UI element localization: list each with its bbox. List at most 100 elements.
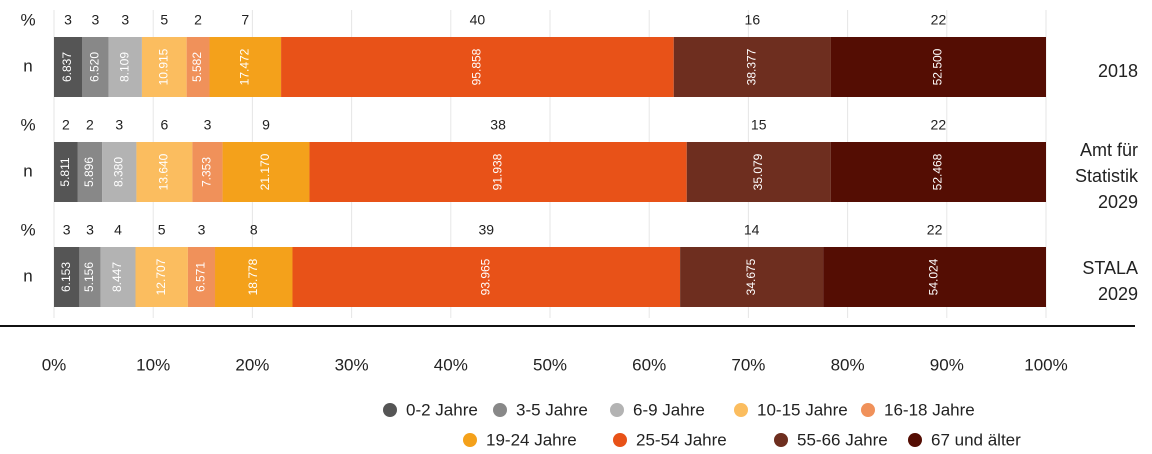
percent-label: 2	[62, 117, 70, 133]
category-label: 2018	[1097, 61, 1138, 81]
bar-segment	[680, 247, 824, 307]
percent-label: 2	[86, 117, 94, 133]
value-label: 5.582	[190, 52, 204, 82]
legend-marker	[493, 403, 507, 417]
bar-segment	[54, 37, 83, 97]
value-label: 6.153	[59, 262, 73, 292]
x-tick-label: 60%	[632, 355, 666, 374]
legend-marker	[774, 433, 788, 447]
percent-label: 2	[194, 12, 202, 28]
row-label: n	[23, 56, 32, 75]
x-tick-label: 30%	[335, 355, 369, 374]
legend-marker	[383, 403, 397, 417]
category-label: STALA 2029	[1082, 258, 1138, 304]
value-label: 5.811	[58, 157, 72, 186]
legend-label: 10-15 Jahre	[757, 400, 848, 419]
bar-segment	[281, 37, 674, 97]
legend-label: 16-18 Jahre	[884, 400, 975, 419]
row-label: %	[20, 220, 35, 239]
bar-segment	[686, 142, 831, 202]
value-label: 91.938	[490, 153, 504, 190]
percent-label: 22	[931, 117, 947, 133]
bar-segment	[186, 37, 210, 97]
value-label: 6.520	[88, 52, 102, 82]
bar-segment	[102, 142, 137, 202]
value-label: 93.965	[478, 258, 492, 295]
percent-label: 40	[470, 12, 486, 28]
legend-label: 0-2 Jahre	[406, 400, 478, 419]
bar-segment	[309, 142, 687, 202]
category-label: Amt für Statistik 2029	[1074, 140, 1138, 212]
percent-label: 14	[744, 222, 760, 238]
row-label: n	[23, 266, 32, 285]
percent-label: 3	[64, 12, 72, 28]
x-tick-label: 10%	[136, 355, 170, 374]
percent-label: 22	[927, 222, 943, 238]
value-label: 7.353	[200, 157, 214, 187]
bar-segment	[54, 247, 80, 307]
x-tick-label: 20%	[235, 355, 269, 374]
percent-label: 3	[63, 222, 71, 238]
bar-segment	[82, 37, 109, 97]
legend-marker	[734, 403, 748, 417]
bar-segment	[79, 247, 101, 307]
legend-label: 55-66 Jahre	[797, 430, 888, 449]
value-label: 8.109	[117, 52, 131, 82]
x-tick-label: 90%	[930, 355, 964, 374]
percent-label: 3	[198, 222, 206, 238]
value-label: 95.858	[470, 48, 484, 85]
value-label: 13.640	[157, 153, 171, 190]
value-label: 8.447	[110, 262, 124, 292]
percent-label: 7	[241, 12, 249, 28]
percent-label: 3	[91, 12, 99, 28]
x-tick-label: 40%	[434, 355, 468, 374]
percent-label: 8	[250, 222, 258, 238]
percent-label: 16	[745, 12, 761, 28]
value-label: 21.170	[258, 153, 272, 190]
legend-label: 3-5 Jahre	[516, 400, 588, 419]
row-label: n	[23, 161, 32, 180]
value-label: 12.707	[154, 258, 168, 295]
value-label: 5.896	[82, 157, 96, 187]
x-tick-label: 80%	[831, 355, 865, 374]
percent-label: 3	[204, 117, 212, 133]
percent-label: 6	[161, 117, 169, 133]
value-label: 52.500	[931, 48, 945, 85]
x-tick-label: 100%	[1024, 355, 1067, 374]
value-label: 10.915	[156, 48, 170, 85]
bar-segment	[830, 142, 1046, 202]
percent-label: 9	[262, 117, 270, 133]
bar-segment	[108, 37, 142, 97]
percent-label: 3	[121, 12, 129, 28]
legend-label: 67 und älter	[931, 430, 1021, 449]
legend-label: 19-24 Jahre	[486, 430, 577, 449]
percent-label: 15	[751, 117, 767, 133]
percent-label: 4	[114, 222, 122, 238]
bar-segment	[135, 247, 188, 307]
bar-segment	[54, 142, 78, 202]
x-tick-label: 50%	[533, 355, 567, 374]
bar-segment	[209, 37, 282, 97]
bar-segment	[673, 37, 831, 97]
bar-segment	[215, 247, 293, 307]
legend-label: 25-54 Jahre	[636, 430, 727, 449]
bar-segment	[141, 37, 187, 97]
percent-label: 38	[490, 117, 506, 133]
value-label: 17.472	[237, 48, 251, 85]
legend-marker	[861, 403, 875, 417]
percent-label: 3	[115, 117, 123, 133]
x-tick-label: 70%	[731, 355, 765, 374]
value-label: 18.778	[246, 258, 260, 295]
row-label: %	[20, 115, 35, 134]
value-label: 6.837	[60, 52, 74, 82]
bar-segment	[187, 247, 216, 307]
bar-segment	[292, 247, 681, 307]
bar-segment	[192, 142, 223, 202]
percent-label: 5	[158, 222, 166, 238]
legend-marker	[908, 433, 922, 447]
value-label: 52.468	[931, 153, 945, 190]
legend-label: 6-9 Jahre	[633, 400, 705, 419]
value-label: 54.024	[927, 258, 941, 295]
